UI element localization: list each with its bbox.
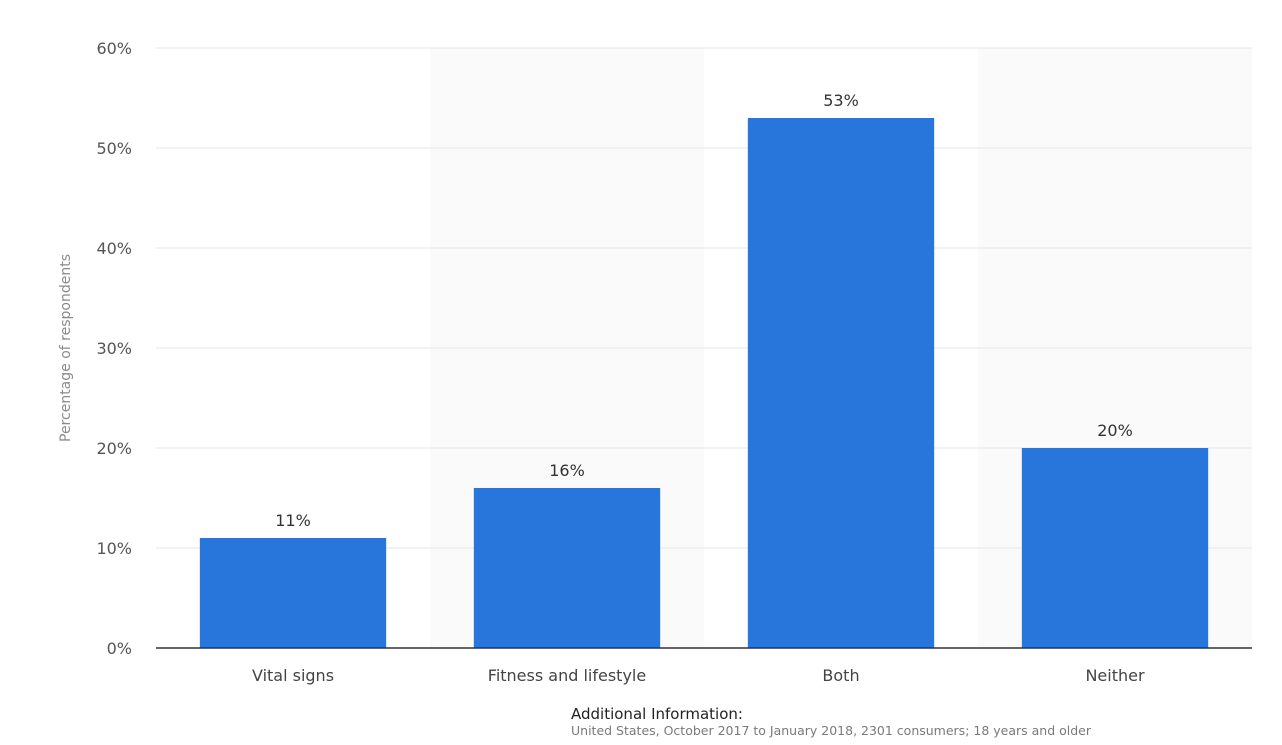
y-tick-label: 10%	[96, 539, 132, 558]
y-tick-label: 60%	[96, 39, 132, 58]
additional-info-title: Additional Information:	[571, 705, 743, 723]
x-category-label: Neither	[1085, 666, 1145, 685]
data-label: 20%	[1097, 421, 1133, 440]
y-tick-label: 0%	[107, 639, 132, 658]
additional-information: Additional Information: United States, O…	[571, 705, 1271, 739]
data-labels: 11% 16% 53% 20%	[275, 91, 1133, 530]
bar[interactable]	[473, 488, 661, 648]
data-label: 11%	[275, 511, 311, 530]
x-axis-categories: Vital signs Fitness and lifestyle Both Neit…	[252, 666, 1145, 685]
bar[interactable]	[199, 538, 387, 648]
y-tick-label: 50%	[96, 139, 132, 158]
x-category-label: Fitness and lifestyle	[488, 666, 646, 685]
bar[interactable]	[1021, 448, 1209, 648]
x-category-label: Both	[822, 666, 859, 685]
data-label: 16%	[549, 461, 585, 480]
y-axis-label: Percentage of respondents	[58, 254, 74, 442]
bars	[199, 118, 1209, 648]
data-label: 53%	[823, 91, 859, 110]
y-tick-label: 30%	[96, 339, 132, 358]
y-tick-label: 40%	[96, 239, 132, 258]
bar[interactable]	[747, 118, 935, 648]
x-category-label: Vital signs	[252, 666, 334, 685]
additional-info-text: United States, October 2017 to January 2…	[571, 723, 1092, 738]
bar-chart: 0% 10% 20% 30% 40% 50% 60% 11% 16% 53% 20% Vital …	[58, 39, 1252, 685]
y-axis-ticks: 0% 10% 20% 30% 40% 50% 60%	[96, 39, 132, 658]
y-tick-label: 20%	[96, 439, 132, 458]
